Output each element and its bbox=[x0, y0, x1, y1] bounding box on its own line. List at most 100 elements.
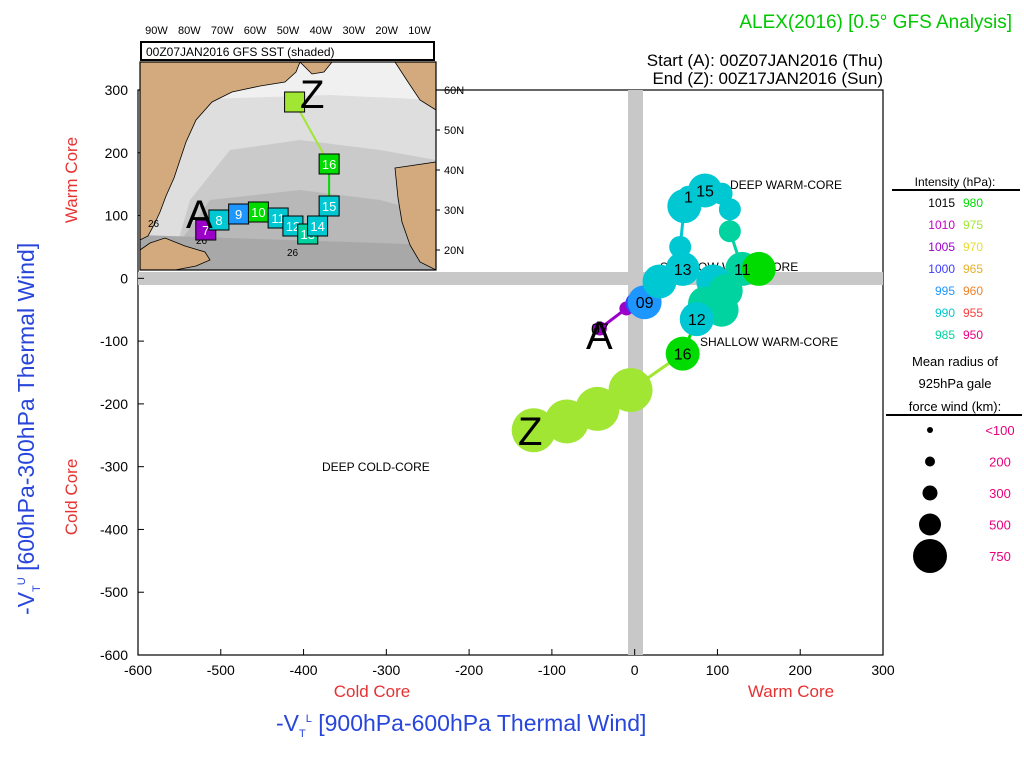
inset-track-box bbox=[318, 195, 340, 217]
longitude-label: 60W bbox=[244, 25, 267, 37]
inset-end-marker-z: Z bbox=[300, 73, 324, 117]
radius-legend-label: 500 bbox=[989, 518, 1011, 533]
latitude-label: 30N bbox=[444, 205, 464, 217]
track-point-label: 07 bbox=[591, 322, 609, 339]
track-point-label: 15 bbox=[696, 183, 714, 200]
x-tick-label: -200 bbox=[455, 662, 483, 678]
x-tick-label: -600 bbox=[124, 662, 152, 678]
inset-title-box bbox=[140, 41, 435, 61]
y-tick-label: -100 bbox=[100, 333, 128, 349]
inset-track-label: 10 bbox=[251, 205, 265, 220]
y-tick-label: -500 bbox=[100, 584, 128, 600]
intensity-value: 980 bbox=[963, 196, 983, 210]
inset-track-label: 8 bbox=[215, 213, 222, 228]
inset-track-box bbox=[318, 153, 340, 175]
latitude-label: 60N bbox=[444, 85, 464, 97]
land-masses bbox=[139, 61, 437, 271]
x-tick-label: 100 bbox=[706, 662, 730, 678]
y-axis-cold-label: Cold Core bbox=[62, 459, 81, 536]
y-axis-ticks: 300 200 100 0 -100 -200 -300 -400 -500 -600 bbox=[100, 82, 144, 663]
inset-longitude-labels: 90W 80W 70W 60W 50W 40W 30W 20W 10W bbox=[145, 25, 431, 37]
track-point-label: 12 bbox=[688, 312, 706, 329]
track-point-label: 13 bbox=[674, 262, 692, 279]
y-tick-label: -400 bbox=[100, 521, 128, 537]
track-map-inset: 00Z07JAN2016 GFS SST (shaded) 90W 80W 70W 6… bbox=[139, 25, 464, 271]
track-point bbox=[544, 399, 589, 444]
inset-track-label: 15 bbox=[322, 199, 336, 214]
start-marker-a: A bbox=[586, 314, 613, 358]
x-tick-label: -100 bbox=[538, 662, 566, 678]
longitude-label: 70W bbox=[211, 25, 234, 37]
intensity-value: 995 bbox=[935, 284, 955, 298]
quadrant-label-deep-warm: DEEP WARM-CORE bbox=[730, 178, 842, 192]
track-point bbox=[511, 408, 556, 453]
inset-title: 00Z07JAN2016 GFS SST (shaded) bbox=[146, 45, 335, 59]
radius-legend-dot bbox=[922, 485, 938, 501]
inset-track-label: 14 bbox=[310, 219, 324, 234]
radius-legend-label: 200 bbox=[989, 455, 1011, 470]
intensity-value: 1015 bbox=[928, 196, 955, 210]
y-tick-label: 200 bbox=[105, 145, 129, 161]
x-axis-ticks: -600 -500 -400 -300 -200 -100 0 100 200 300 bbox=[124, 649, 895, 678]
track-point bbox=[679, 302, 714, 337]
start-time: Start (A): 00Z07JAN2016 (Thu) bbox=[647, 51, 883, 70]
latitude-label: 40N bbox=[444, 165, 464, 177]
inset-track-box bbox=[307, 215, 329, 237]
y-tick-label: -200 bbox=[100, 396, 128, 412]
y-tick-label: 0 bbox=[120, 270, 128, 286]
sst-label: 26 bbox=[196, 236, 208, 247]
longitude-label: 30W bbox=[342, 25, 365, 37]
intensity-value: 990 bbox=[935, 306, 955, 320]
y-tick-label: 100 bbox=[105, 208, 129, 224]
quadrant-label-deep-cold: DEEP COLD-CORE bbox=[322, 460, 430, 474]
quadrant-label-shallow-warm: SHALLOW WARM-CORE bbox=[700, 335, 838, 349]
longitude-label: 10W bbox=[408, 25, 431, 37]
track-point bbox=[669, 235, 692, 258]
radius-legend-dot bbox=[927, 427, 933, 433]
track-point bbox=[718, 220, 741, 243]
sst-label: 26 bbox=[148, 219, 160, 230]
intensity-value: 985 bbox=[935, 328, 955, 342]
inset-track: 78910111213141516 bbox=[195, 91, 340, 245]
longitude-label: 50W bbox=[277, 25, 300, 37]
x-tick-label: -300 bbox=[372, 662, 400, 678]
radius-legend-title-line2: 925hPa gale bbox=[918, 376, 991, 391]
intensity-value: 970 bbox=[963, 240, 983, 254]
svg-text:-VTL [900hPa-600hPa Thermal Wi: -VTL [900hPa-600hPa Thermal Wind] bbox=[276, 710, 646, 740]
intensity-value: 1005 bbox=[928, 240, 955, 254]
y-tick-label: -600 bbox=[100, 647, 128, 663]
radius-legend-dot bbox=[919, 513, 941, 536]
longitude-label: 40W bbox=[310, 25, 333, 37]
track-point bbox=[592, 321, 607, 336]
radius-legend-label: 300 bbox=[989, 486, 1011, 501]
radius-legend: <100 200 300 500 750 bbox=[913, 423, 1015, 573]
latitude-label: 50N bbox=[444, 125, 464, 137]
end-time: End (Z): 00Z17JAN2016 (Sun) bbox=[652, 69, 883, 88]
inset-start-marker-a: A bbox=[186, 193, 213, 237]
longitude-label: 80W bbox=[178, 25, 201, 37]
intensity-value: 1010 bbox=[928, 218, 955, 232]
intensity-value: 960 bbox=[963, 284, 983, 298]
track-point-label: 16 bbox=[674, 347, 692, 364]
radius-legend-label: <100 bbox=[985, 423, 1014, 438]
track-point bbox=[665, 251, 700, 286]
inset-track-label: 12 bbox=[286, 219, 300, 234]
chart-title: ALEX(2016) [0.5° GFS Analysis] bbox=[739, 12, 1012, 33]
latitude-label: 20N bbox=[444, 245, 464, 257]
inset-frame bbox=[139, 61, 437, 271]
y-tick-label: -300 bbox=[100, 459, 128, 475]
radius-legend-title-line3: force wind (km): bbox=[909, 399, 1001, 414]
inset-track-box bbox=[284, 91, 306, 113]
track-point bbox=[741, 251, 776, 286]
intensity-value: 955 bbox=[963, 306, 983, 320]
x-axis-cold-label: Cold Core bbox=[334, 682, 411, 701]
y-tick-label: 300 bbox=[105, 82, 129, 98]
inset-latitude-labels: 60N 50N 40N 30N 20N bbox=[436, 85, 464, 257]
x-tick-label: 200 bbox=[789, 662, 813, 678]
end-marker-z: Z bbox=[518, 410, 542, 454]
intensity-value: 950 bbox=[963, 328, 983, 342]
intensity-legend-title: Intensity (hPa): bbox=[915, 175, 996, 189]
track-point-label: 11 bbox=[734, 262, 751, 279]
inset-track-label: 7 bbox=[202, 223, 209, 238]
radius-legend-title-line1: Mean radius of bbox=[912, 354, 998, 369]
